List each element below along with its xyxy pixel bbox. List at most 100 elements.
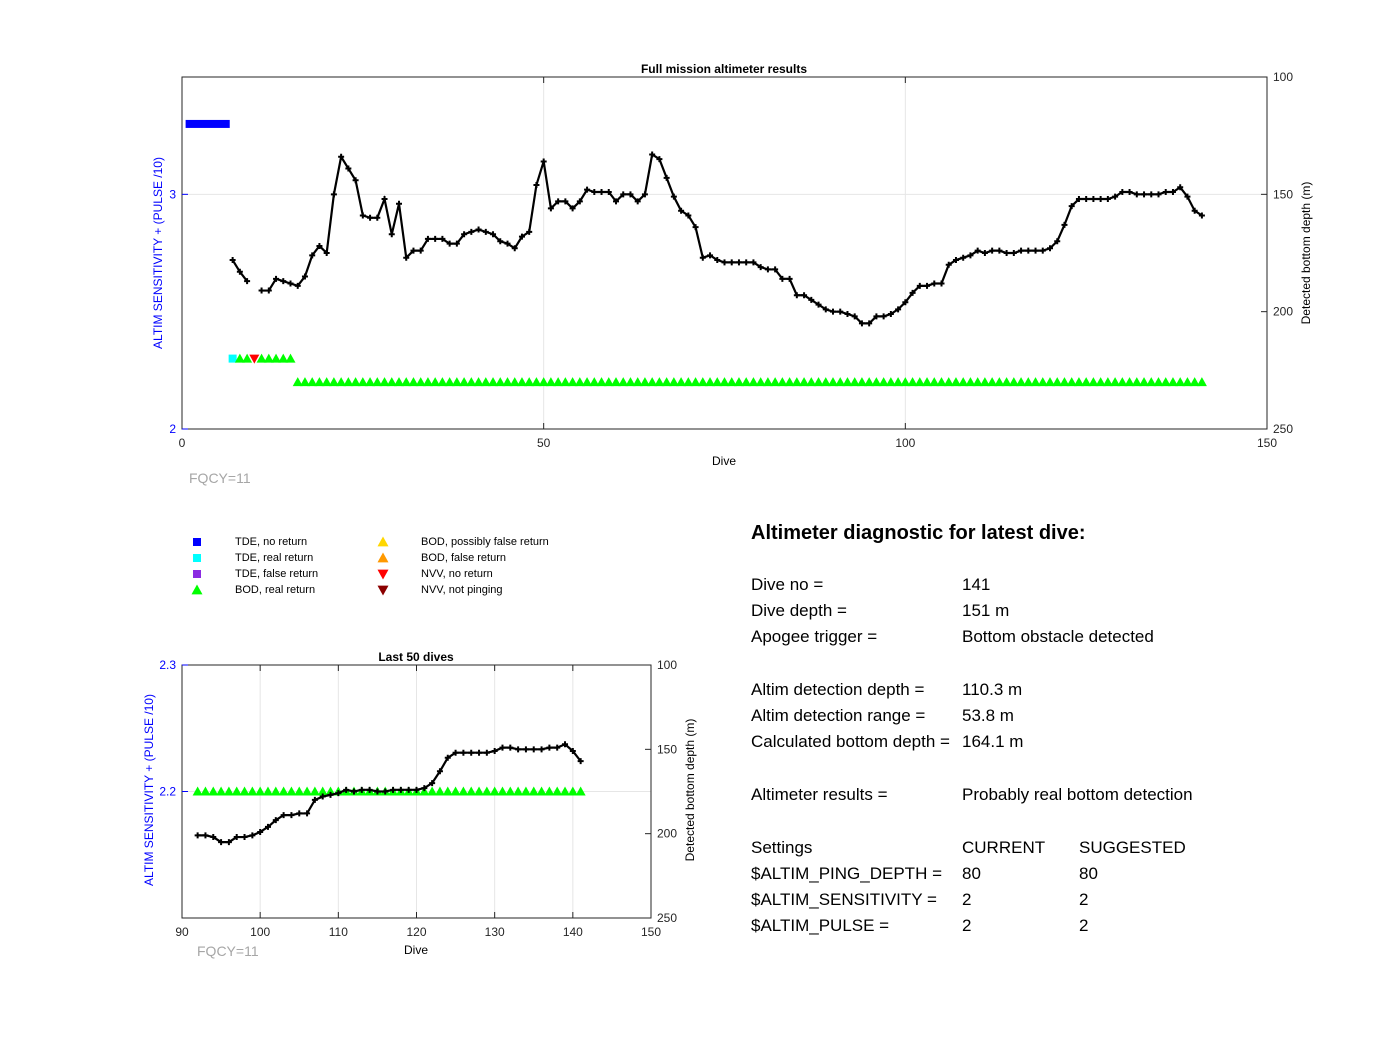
legend-triangle-up-marker bbox=[377, 552, 389, 563]
bod-real-return-marker bbox=[430, 377, 441, 387]
bod-real-return-marker bbox=[770, 377, 781, 387]
bod-real-return-marker bbox=[372, 377, 383, 387]
bottom-depth-point bbox=[945, 261, 952, 268]
bod-real-return-marker bbox=[299, 377, 310, 387]
bottom-depth-point bbox=[511, 245, 518, 252]
bod-real-return-marker bbox=[459, 377, 470, 387]
x-tick-label: 100 bbox=[895, 436, 915, 450]
bod-real-return-marker bbox=[502, 377, 513, 387]
bod-real-return-marker bbox=[791, 377, 802, 387]
bottom-depth-point bbox=[319, 793, 326, 800]
bottom-depth-point bbox=[382, 788, 389, 795]
bod-real-return-marker bbox=[223, 786, 234, 796]
bod-real-return-marker bbox=[1160, 377, 1171, 387]
bottom-depth-point bbox=[358, 786, 365, 793]
bod-real-return-marker bbox=[1008, 377, 1019, 387]
x-axis-label: Dive bbox=[712, 454, 736, 468]
bod-real-return-marker bbox=[328, 377, 339, 387]
bottom-depth-point bbox=[432, 235, 439, 242]
bod-real-return-marker bbox=[762, 377, 773, 387]
bottom-depth-point bbox=[764, 266, 771, 273]
left-axis-label: ALTIM SENSITIVITY + (PULSE /10) bbox=[142, 694, 156, 886]
bod-real-return-marker bbox=[516, 377, 527, 387]
bod-real-return-marker bbox=[1131, 377, 1142, 387]
bod-real-return-marker bbox=[589, 377, 600, 387]
bottom-depth-point bbox=[526, 228, 533, 235]
bod-real-return-marker bbox=[943, 377, 954, 387]
legend-marker-icon bbox=[193, 570, 201, 578]
bottom-depth-point bbox=[518, 233, 525, 240]
plot-area-border bbox=[181, 76, 1268, 430]
bod-real-return-marker bbox=[1182, 377, 1193, 387]
bottom-depth-point bbox=[1162, 188, 1169, 195]
bod-real-return-marker bbox=[741, 377, 752, 387]
bod-real-return-marker bbox=[1146, 377, 1157, 387]
x-tick-label: 130 bbox=[485, 925, 505, 939]
bottom-depth-point bbox=[280, 812, 287, 819]
bottom-depth-point bbox=[497, 238, 504, 245]
bottom-depth-point bbox=[1068, 203, 1075, 210]
bottom-depth-point bbox=[301, 273, 308, 280]
bottom-depth-point bbox=[194, 832, 201, 839]
x-tick-label: 50 bbox=[537, 436, 551, 450]
bottom-depth-point bbox=[569, 205, 576, 212]
bod-real-return-marker bbox=[907, 377, 918, 387]
bod-real-return-marker bbox=[726, 377, 737, 387]
bottom-depth-point bbox=[931, 280, 938, 287]
bottom-depth-point bbox=[309, 252, 316, 259]
bod-real-return-marker bbox=[828, 377, 838, 387]
bod-real-return-marker bbox=[408, 377, 419, 387]
legend-marker-icon bbox=[377, 569, 389, 580]
bod-real-return-marker bbox=[878, 377, 889, 387]
bod-real-return-marker bbox=[538, 377, 549, 387]
bottom-depth-point bbox=[952, 257, 959, 264]
bottom-depth-point bbox=[801, 292, 808, 299]
bottom-depth-point bbox=[793, 292, 800, 299]
chart-title: Last 50 dives bbox=[378, 650, 454, 664]
bottom-depth-point bbox=[258, 287, 265, 294]
altimeter-diagnostic-panel: Altimeter diagnostic for latest dive: Di… bbox=[751, 518, 1371, 935]
bottom-depth-point bbox=[367, 214, 374, 221]
bottom-depth-point bbox=[330, 191, 337, 198]
bottom-depth-point bbox=[490, 231, 497, 238]
bod-real-return-marker bbox=[256, 353, 267, 363]
bod-real-return-marker bbox=[520, 786, 531, 796]
legend-label: BOD, false return bbox=[421, 552, 506, 564]
bod-real-return-marker bbox=[842, 377, 853, 387]
bottom-depth-point bbox=[1061, 221, 1068, 228]
bottom-depth-point bbox=[1148, 191, 1155, 198]
bod-real-return-marker bbox=[473, 377, 484, 387]
bottom-depth-point bbox=[887, 311, 894, 318]
bod-real-return-marker bbox=[748, 377, 759, 387]
bod-real-return-marker bbox=[1030, 377, 1041, 387]
bottom-depth-point bbox=[429, 780, 436, 787]
tde-no-return-bar bbox=[185, 119, 230, 128]
legend-marker-icon bbox=[191, 584, 203, 595]
bod-real-return-marker bbox=[278, 786, 289, 796]
bottom-depth-point bbox=[345, 165, 352, 172]
bod-real-return-marker bbox=[350, 377, 361, 387]
dive-no-value: 141 bbox=[962, 575, 991, 594]
bod-real-return-marker bbox=[309, 786, 320, 796]
altimeter-results-label: Altimeter results = bbox=[751, 785, 888, 804]
x-tick-label: 90 bbox=[175, 925, 189, 939]
bottom-depth-point bbox=[685, 212, 692, 219]
bottom-depth-point bbox=[584, 186, 591, 193]
bod-real-return-marker bbox=[632, 377, 643, 387]
bod-real-return-marker bbox=[192, 786, 203, 796]
bod-real-return-marker bbox=[474, 786, 485, 796]
ping-depth-suggested: 80 bbox=[1079, 864, 1098, 883]
bod-real-return-marker bbox=[292, 377, 303, 387]
bottom-depth-point bbox=[533, 181, 540, 188]
bottom-depth-point bbox=[895, 306, 902, 313]
bod-real-return-marker bbox=[683, 377, 694, 387]
bottom-depth-point bbox=[555, 198, 562, 205]
bottom-depth-point bbox=[620, 191, 627, 198]
bottom-depth-point bbox=[598, 188, 605, 195]
bottom-depth-point bbox=[468, 228, 475, 235]
legend-marker-icon bbox=[193, 538, 201, 546]
bod-real-return-marker bbox=[799, 377, 810, 387]
bottom-depth-point bbox=[1119, 188, 1126, 195]
bottom-depth-point bbox=[311, 796, 318, 803]
bottom-depth-point bbox=[1025, 247, 1032, 254]
